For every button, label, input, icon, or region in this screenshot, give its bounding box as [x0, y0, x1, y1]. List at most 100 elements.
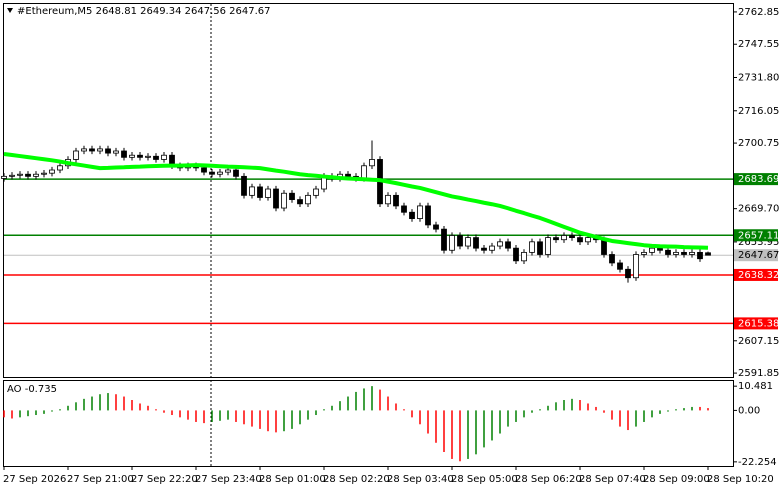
level-label: 2615.38: [738, 318, 779, 329]
candle-body: [201, 167, 207, 173]
candle-body: [417, 205, 423, 219]
candle-body: [433, 224, 439, 230]
candle-body: [113, 150, 119, 154]
x-tick-label: 27 Sep 22:20: [131, 474, 198, 485]
symbol-icon: [7, 8, 13, 13]
candle-body: [489, 245, 495, 251]
y-tick-label: 0.00: [738, 405, 760, 416]
candle-body: [265, 188, 271, 198]
candle-body: [505, 241, 511, 249]
candle-body: [409, 211, 415, 219]
candle-body: [473, 237, 479, 249]
x-tick-label: 27 Sep 21:00: [67, 474, 134, 485]
candle-body: [273, 188, 279, 209]
candle-body: [105, 148, 111, 154]
candle-body: [657, 247, 663, 251]
y-tick-label: 2731.80: [738, 73, 779, 84]
candle-body: [673, 251, 679, 255]
candle-body: [401, 205, 407, 213]
last-price-tag: [734, 249, 778, 262]
candle-body: [145, 155, 151, 158]
candle-body: [1, 175, 7, 179]
candle-body: [281, 192, 287, 209]
candle-body: [257, 186, 263, 198]
level-tag: [734, 317, 778, 330]
candle-body: [521, 251, 527, 262]
candle-body: [89, 148, 95, 152]
main-frame: [3, 3, 734, 378]
last-price-label: 2647.67: [738, 250, 779, 261]
x-tick-label: 28 Sep 01:00: [259, 474, 326, 485]
candle-body: [137, 154, 143, 158]
candle-body: [57, 165, 63, 171]
candle-body: [161, 154, 167, 160]
candle-body: [625, 268, 631, 279]
x-tick-label: 27 Sep 23:40: [195, 474, 262, 485]
y-tick-label: 2591.85: [738, 368, 779, 379]
candle-body: [497, 241, 503, 247]
candle-body: [153, 155, 159, 160]
level-label: 2683.69: [738, 174, 779, 185]
candle-body: [577, 237, 583, 243]
candle-body: [561, 235, 567, 241]
candle-body: [49, 169, 55, 174]
level-tag: [734, 229, 778, 242]
indicator-frame: [3, 380, 734, 467]
candle-body: [41, 172, 47, 175]
candle-body: [601, 239, 607, 255]
level-label: 2657.11: [738, 230, 779, 241]
candle-body: [289, 192, 295, 200]
candle-body: [121, 150, 127, 158]
candle-body: [33, 173, 39, 177]
candle-body: [425, 205, 431, 226]
y-tick-label: 2716.05: [738, 106, 779, 117]
candle-body: [17, 173, 23, 176]
candle-body: [529, 241, 535, 253]
x-tick-label: 28 Sep 06:20: [515, 474, 582, 485]
y-tick-label: 2669.70: [738, 204, 779, 215]
candle-body: [345, 173, 351, 177]
candle-body: [457, 235, 463, 247]
candle-body: [553, 237, 559, 241]
candle-body: [393, 194, 399, 207]
candle-body: [73, 150, 79, 160]
candle-body: [641, 251, 647, 255]
candle-body: [81, 148, 87, 152]
candle-body: [617, 262, 623, 270]
candle-body: [681, 251, 687, 255]
candle-body: [305, 194, 311, 205]
x-tick-label: 27 Sep 2026: [3, 474, 66, 485]
level-tag: [734, 173, 778, 186]
candle-body: [585, 237, 591, 243]
x-tick-label: 28 Sep 05:00: [451, 474, 518, 485]
candle-body: [649, 247, 655, 253]
x-tick-label: 28 Sep 09:00: [643, 474, 710, 485]
y-tick-label: 10.481: [738, 381, 773, 392]
candle-body: [369, 159, 375, 167]
x-tick-label: 28 Sep 02:20: [323, 474, 390, 485]
candle-body: [9, 174, 15, 177]
candle-body: [217, 171, 223, 175]
candle-body: [297, 199, 303, 205]
candle-body: [129, 154, 135, 158]
candle-body: [449, 235, 455, 251]
x-tick-label: 28 Sep 10:20: [707, 474, 774, 485]
y-tick-label: 2653.95: [738, 237, 779, 248]
candle-body: [697, 251, 703, 260]
x-tick-label: 28 Sep 07:40: [579, 474, 646, 485]
candle-body: [545, 237, 551, 255]
candle-body: [513, 247, 519, 262]
candle-body: [665, 249, 671, 255]
candle-body: [97, 148, 103, 152]
candle-body: [25, 173, 31, 177]
candle-body: [609, 254, 615, 264]
candle-body: [441, 228, 447, 251]
y-tick-label: 2607.15: [738, 336, 779, 347]
candle-body: [689, 251, 695, 255]
y-tick-label: 2747.55: [738, 39, 779, 50]
candle-body: [233, 169, 239, 177]
candle-body: [481, 247, 487, 251]
candle-body: [537, 241, 543, 255]
